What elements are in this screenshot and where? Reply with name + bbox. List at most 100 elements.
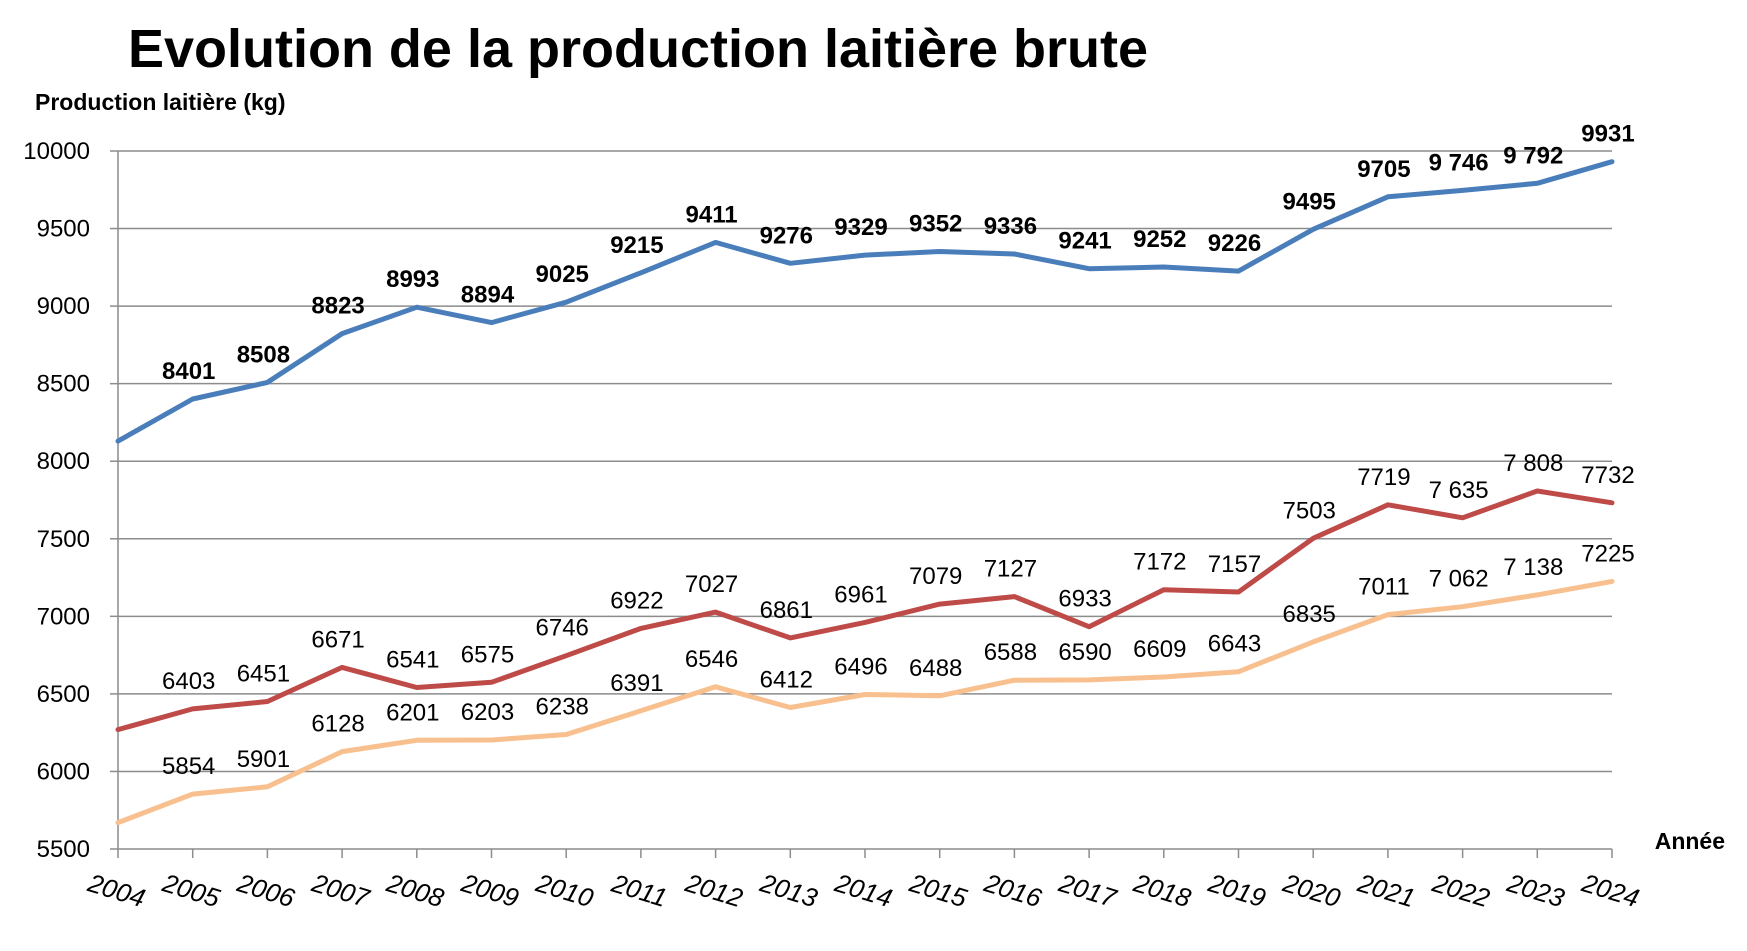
data-label: 6128	[311, 711, 364, 738]
gridlines	[118, 150, 1612, 773]
x-tick-label: 2006	[233, 867, 299, 913]
data-label: 7719	[1357, 464, 1410, 491]
data-label: 6861	[760, 597, 813, 624]
y-tick-label: 9000	[37, 293, 90, 320]
data-label: 9215	[610, 232, 663, 259]
y-tick-label: 9500	[37, 216, 90, 243]
series-line-1	[115, 488, 1615, 733]
data-label: 6541	[386, 647, 439, 674]
y-tick-label: 6000	[37, 758, 90, 785]
data-label: 7503	[1283, 497, 1336, 524]
data-label: 6575	[461, 641, 514, 668]
data-label: 9241	[1058, 228, 1111, 255]
data-label: 8823	[311, 293, 364, 320]
y-tick-label: 8000	[37, 448, 90, 475]
data-label: 6496	[834, 654, 887, 681]
data-label: 6391	[610, 670, 663, 697]
data-label: 7 635	[1429, 477, 1489, 504]
data-label: 7157	[1208, 551, 1261, 578]
data-label: 7172	[1133, 549, 1186, 576]
data-label: 9276	[760, 222, 813, 249]
data-label: 6590	[1058, 639, 1111, 666]
data-labels: 8401 8508 8823 8993 8894 9025 9215 9411 9276 9329…	[162, 121, 1635, 780]
series-line-0	[115, 159, 1615, 444]
data-label: 6933	[1058, 586, 1111, 613]
x-tick-labels: 2004 2005 2006 2007 2008 2009 2010 2011 2012 2013…	[84, 867, 1643, 913]
series-line-2	[115, 578, 1615, 826]
x-tick-label: 2023	[1503, 867, 1569, 913]
x-tick-label: 2009	[457, 867, 522, 913]
data-label: 6412	[760, 667, 813, 694]
data-label: 6403	[162, 668, 215, 695]
data-label: 7225	[1581, 540, 1634, 567]
x-tick-label: 2018	[1129, 867, 1195, 913]
data-label: 6922	[610, 587, 663, 614]
data-label: 7732	[1581, 462, 1634, 489]
data-label: 9252	[1133, 226, 1186, 253]
x-tick-label: 2024	[1578, 867, 1643, 913]
x-tick-label: 2016	[980, 867, 1046, 913]
data-label: 6451	[237, 660, 290, 687]
data-label: 7127	[984, 556, 1037, 583]
y-tick-label: 10000	[23, 138, 90, 165]
data-label: 9226	[1208, 230, 1261, 257]
x-tick-label: 2014	[831, 867, 896, 913]
data-label: 9329	[834, 214, 887, 241]
axes	[110, 150, 1613, 858]
data-label: 7 138	[1503, 554, 1563, 581]
data-label: 6961	[834, 581, 887, 608]
data-label: 9705	[1357, 156, 1410, 183]
x-tick-label: 2021	[1354, 867, 1419, 913]
x-tick-label: 2004	[84, 867, 149, 913]
y-axis-label: Production laitière (kg)	[35, 89, 285, 115]
x-axis-label: Année	[1655, 828, 1725, 854]
chart-title: Evolution de la production laitière brut…	[128, 19, 1148, 79]
x-tick-label: 2011	[607, 868, 670, 913]
data-label: 6746	[536, 615, 589, 642]
data-label: 8401	[162, 358, 215, 385]
x-tick-label: 2008	[382, 867, 448, 913]
x-tick-label: 2010	[532, 867, 598, 913]
x-tick-label: 2005	[158, 867, 224, 913]
series-lines	[115, 159, 1615, 826]
data-label: 6488	[909, 655, 962, 682]
data-label: 9025	[536, 261, 589, 288]
data-label: 5854	[162, 753, 215, 780]
y-tick-label: 7500	[37, 526, 90, 553]
data-label: 9 792	[1503, 142, 1563, 169]
x-tick-label: 2007	[308, 867, 375, 913]
x-tick-label: 2013	[756, 867, 822, 913]
data-label: 8508	[237, 341, 290, 368]
data-label: 9336	[984, 213, 1037, 240]
x-tick-label: 2015	[905, 867, 971, 913]
data-label: 8993	[386, 266, 439, 293]
data-label: 6203	[461, 699, 514, 726]
data-label: 9411	[686, 201, 738, 228]
data-label: 6671	[311, 626, 364, 653]
data-label: 9931	[1581, 121, 1634, 148]
data-label: 7 808	[1503, 450, 1563, 477]
x-tick-label: 2020	[1279, 867, 1345, 913]
data-label: 7079	[909, 563, 962, 590]
data-label: 7027	[685, 571, 738, 598]
x-tick-label: 2019	[1204, 867, 1269, 913]
data-label: 6201	[386, 699, 439, 726]
data-label: 8894	[461, 282, 515, 309]
y-tick-label: 5500	[37, 836, 90, 863]
data-label: 6643	[1208, 631, 1261, 658]
x-tick-label: 2022	[1428, 867, 1494, 913]
data-label: 6588	[984, 639, 1037, 666]
y-tick-label: 8500	[37, 371, 90, 398]
data-label: 6546	[685, 646, 738, 673]
data-label: 7011	[1358, 574, 1410, 601]
data-label: 5901	[237, 746, 290, 773]
x-tick-label: 2012	[681, 867, 747, 913]
data-label: 9 746	[1429, 149, 1489, 176]
data-label: 7 062	[1429, 566, 1489, 593]
data-label: 6238	[536, 694, 589, 721]
data-label: 9352	[909, 211, 962, 238]
data-label: 6609	[1133, 636, 1186, 663]
y-tick-labels: 10000 9500 9000 8500 8000 7500 7000 6500 6000 550…	[23, 138, 90, 863]
